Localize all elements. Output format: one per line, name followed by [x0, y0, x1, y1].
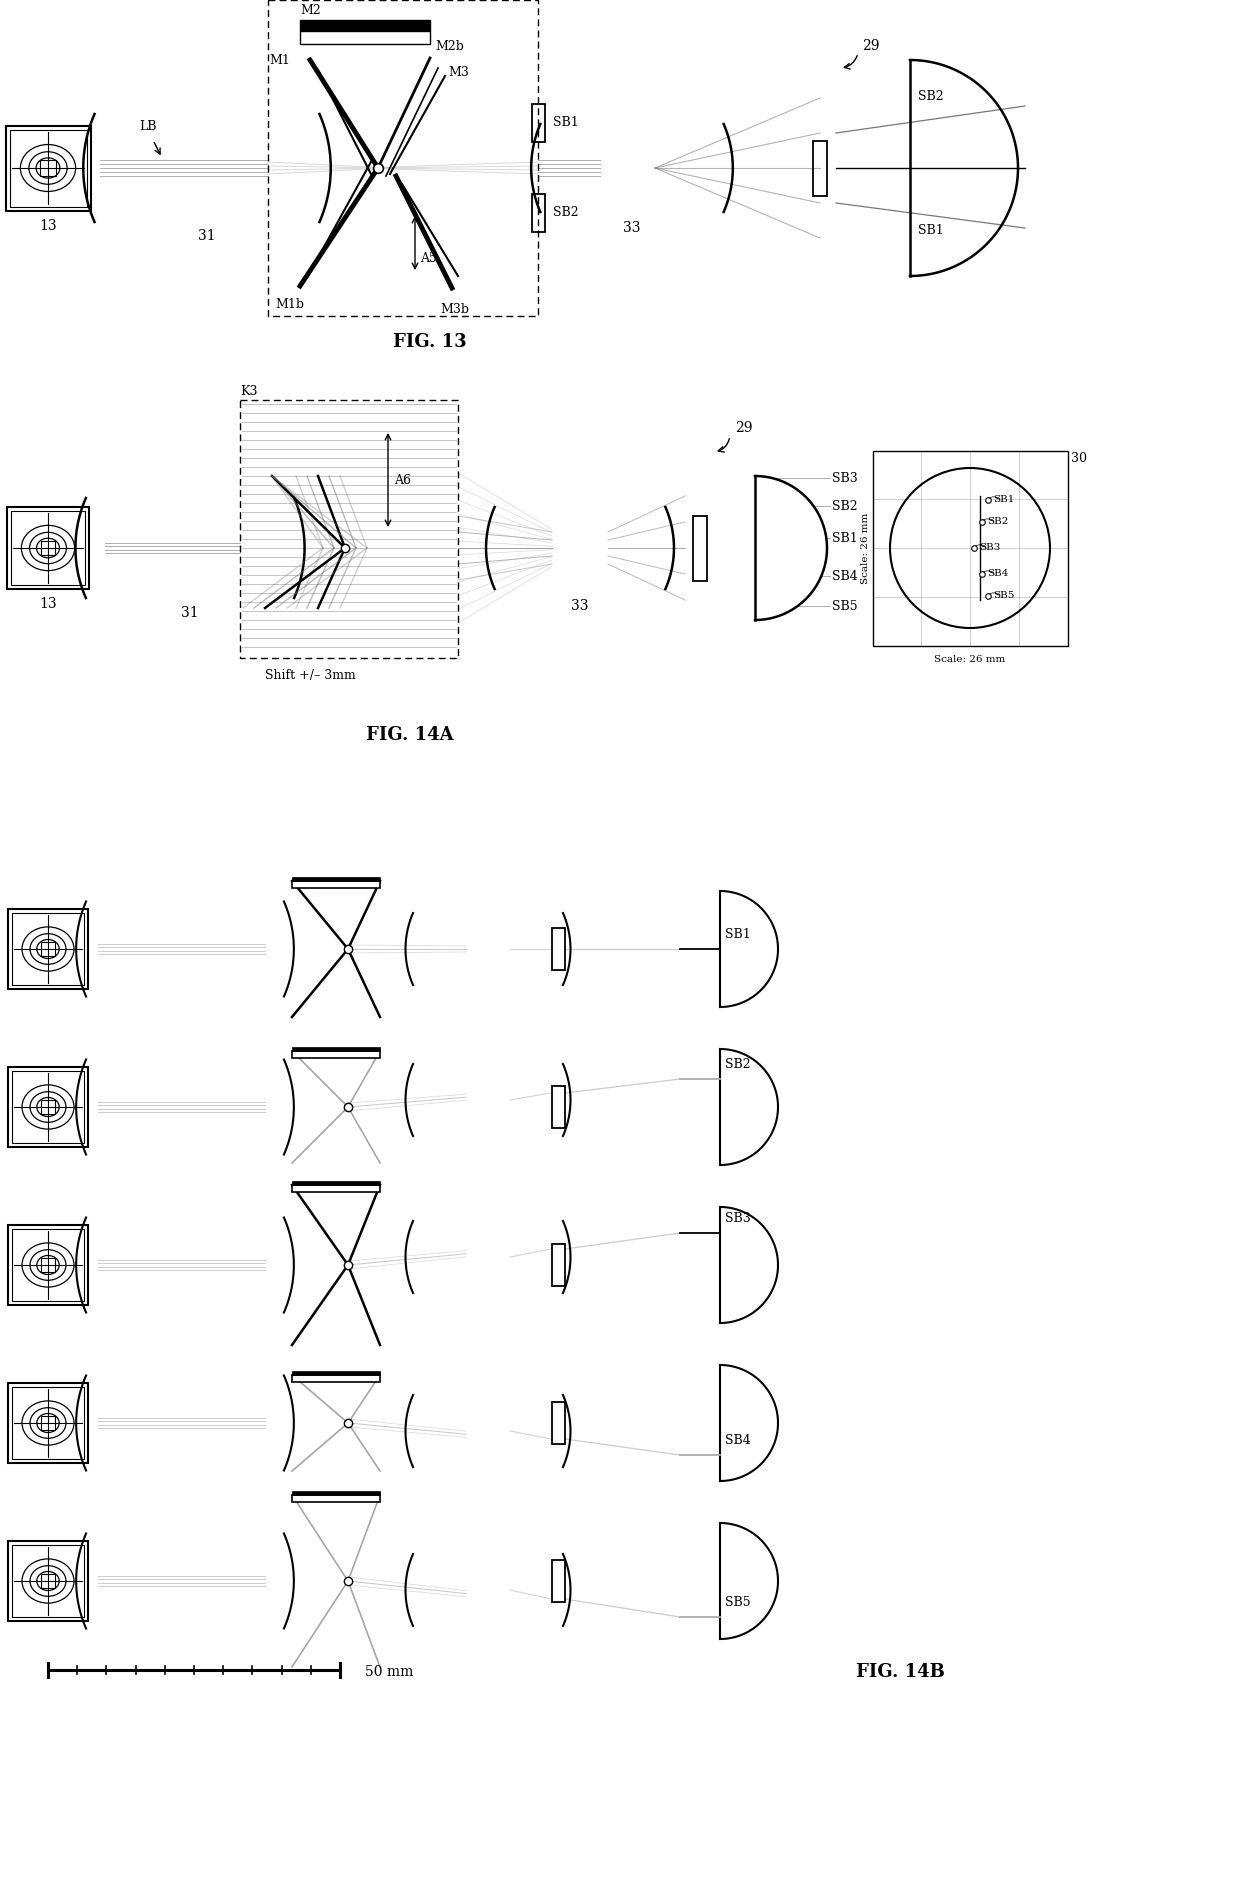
Bar [7, 908, 88, 990]
Text: A5: A5 [420, 251, 436, 264]
Text: 50 mm: 50 mm [365, 1664, 413, 1680]
Text: FIG. 14B: FIG. 14B [856, 1662, 945, 1682]
Text: SB4: SB4 [725, 1434, 750, 1448]
Text: M3b: M3b [440, 302, 470, 315]
Bar [12, 914, 84, 984]
Text: SB3: SB3 [725, 1212, 750, 1226]
Bar [12, 1545, 84, 1617]
Text: LB: LB [139, 120, 156, 133]
Bar [5, 125, 91, 211]
Text: 13: 13 [40, 597, 57, 612]
Bar [291, 1186, 379, 1191]
Text: Scale: 26 mm: Scale: 26 mm [861, 513, 869, 583]
Bar [291, 1372, 379, 1376]
Text: 33: 33 [572, 598, 589, 614]
Bar [12, 1229, 84, 1302]
Bar [7, 1068, 88, 1148]
Bar [7, 1226, 88, 1305]
Bar [552, 1560, 564, 1602]
Text: SB5: SB5 [993, 591, 1014, 600]
Bar [300, 30, 430, 44]
Text: SB2: SB2 [553, 207, 579, 220]
Bar [873, 450, 1068, 646]
Bar [291, 878, 379, 882]
Bar [7, 1541, 88, 1621]
Bar [41, 1100, 56, 1113]
Text: Scale: 26 mm: Scale: 26 mm [935, 656, 1006, 665]
Bar [291, 1376, 379, 1381]
Text: 30: 30 [1071, 452, 1087, 466]
Text: A6: A6 [394, 473, 410, 486]
Bar [41, 1573, 56, 1588]
Bar [693, 515, 707, 581]
Text: 29: 29 [862, 40, 879, 53]
Text: SB1: SB1 [553, 116, 579, 129]
Text: SB4: SB4 [987, 570, 1008, 578]
Bar [291, 1047, 379, 1051]
Text: SB2: SB2 [832, 500, 858, 513]
Bar [552, 1087, 564, 1129]
Bar [532, 104, 544, 142]
Bar [813, 141, 827, 196]
Text: 33: 33 [624, 220, 641, 236]
Bar [41, 160, 56, 175]
Text: 29: 29 [735, 422, 753, 435]
Bar [300, 21, 430, 30]
Text: 31: 31 [181, 606, 198, 619]
Text: 13: 13 [40, 218, 57, 234]
Bar [12, 1072, 84, 1144]
Bar [291, 1051, 379, 1058]
Text: SB5: SB5 [832, 600, 858, 612]
Bar [291, 1182, 379, 1186]
Text: M2: M2 [300, 4, 321, 17]
Bar [532, 194, 544, 232]
Bar [552, 1244, 564, 1286]
Text: SB5: SB5 [725, 1596, 750, 1609]
Text: SB1: SB1 [832, 532, 858, 545]
Text: 31: 31 [198, 230, 216, 243]
Text: SB2: SB2 [725, 1058, 750, 1072]
Bar [552, 1402, 564, 1444]
Text: SB2: SB2 [987, 517, 1008, 526]
Text: SB1: SB1 [918, 224, 944, 236]
Text: M1: M1 [269, 53, 290, 67]
Bar [291, 1495, 379, 1503]
Text: SB3: SB3 [980, 543, 1001, 553]
Text: Shift +/– 3mm: Shift +/– 3mm [264, 669, 356, 682]
Bar [10, 129, 87, 207]
Bar [11, 511, 86, 585]
Bar [12, 1387, 84, 1459]
Text: SB2: SB2 [918, 89, 944, 103]
Text: SB1: SB1 [725, 929, 750, 942]
Text: SB3: SB3 [832, 471, 858, 484]
Bar [41, 1416, 56, 1431]
Bar [41, 542, 56, 555]
Text: SB1: SB1 [993, 496, 1014, 505]
Text: M3: M3 [448, 66, 469, 80]
Bar [552, 927, 564, 971]
Bar [7, 507, 89, 589]
Text: FIG. 14A: FIG. 14A [366, 726, 454, 745]
Bar [41, 942, 56, 956]
Text: FIG. 13: FIG. 13 [393, 332, 466, 352]
Text: M2b: M2b [435, 40, 464, 53]
Text: M1b: M1b [275, 298, 305, 312]
Bar [291, 1492, 379, 1495]
Text: SB4: SB4 [832, 570, 858, 583]
Bar [7, 1383, 88, 1463]
Text: K3: K3 [241, 386, 258, 397]
Bar [41, 1258, 56, 1273]
Bar [291, 882, 379, 887]
